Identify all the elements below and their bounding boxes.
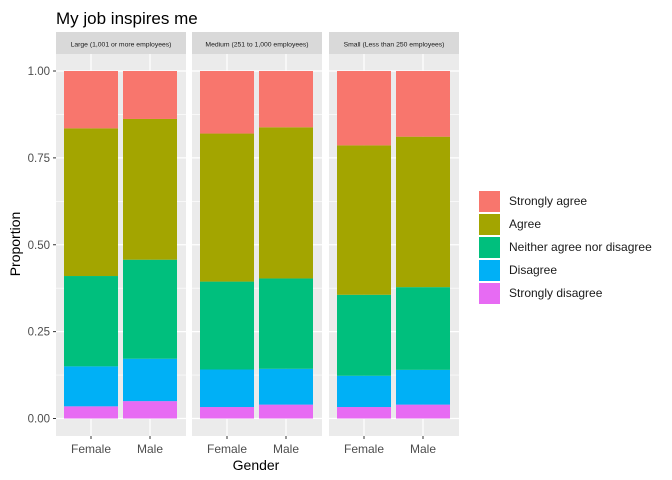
bar-segment <box>337 407 391 419</box>
bar-segment <box>396 287 450 370</box>
chart-title: My job inspires me <box>56 9 198 28</box>
legend-label: Agree <box>509 217 542 231</box>
bar-segment <box>123 358 177 402</box>
y-tick-label: 0.50 <box>28 240 50 252</box>
bar-segment <box>396 71 450 137</box>
y-tick-label: 1.00 <box>28 66 50 78</box>
bar-segment <box>200 407 254 419</box>
facet-strip <box>56 32 186 54</box>
legend-swatch <box>479 282 500 304</box>
facet-panel: Small (Less than 250 employees) Female Mal… <box>329 32 459 456</box>
bar-segment <box>337 145 391 295</box>
x-tick-label: Male <box>137 442 163 456</box>
bar-segment <box>64 128 118 277</box>
facet-panel: Large (1,001 or more employees) Female Mal… <box>56 32 186 456</box>
legend-item: Neither agree nor disagree <box>479 236 652 258</box>
bar-segment <box>123 259 177 359</box>
legend-item: Strongly agree <box>479 190 587 212</box>
bar-segment <box>337 375 391 408</box>
bar-segment <box>123 118 177 260</box>
y-axis-label: Proportion <box>7 212 23 277</box>
legend-label: Strongly disagree <box>509 286 603 300</box>
legend-item: Agree <box>479 213 541 235</box>
facet-strip <box>192 32 322 54</box>
bar-segment <box>259 368 313 405</box>
bar-segment <box>259 71 313 128</box>
legend-swatch <box>479 236 500 258</box>
bar-segment <box>64 276 118 367</box>
bar-segment <box>396 404 450 419</box>
bar-segment <box>64 406 118 419</box>
legend-label: Disagree <box>509 263 558 277</box>
legend-swatch <box>479 259 500 281</box>
facet-strip-label: Large (1,001 or more employees) <box>71 42 172 49</box>
x-tick-label: Male <box>410 442 436 456</box>
facet-panel: Medium (251 to 1,000 employees) Female Mal… <box>192 32 322 456</box>
bar-segment <box>200 369 254 408</box>
legend-label: Neither agree nor disagree <box>509 240 652 254</box>
bar-segment <box>396 369 450 405</box>
bar-segment <box>200 133 254 282</box>
facet-strip-label: Medium (251 to 1,000 employees) <box>205 42 308 49</box>
bar-segment <box>64 71 118 129</box>
bar-segment <box>123 71 177 119</box>
bar-segment <box>200 281 254 370</box>
y-axis: 0.00 0.25 0.50 0.75 1.00 <box>28 66 56 426</box>
bar-segment <box>396 136 450 288</box>
x-tick-label: Female <box>71 442 111 456</box>
x-tick-label: Female <box>207 442 247 456</box>
legend-swatch <box>479 213 500 235</box>
x-tick-label: Female <box>344 442 384 456</box>
bar-segment <box>259 278 313 369</box>
facet-strip-label: Small (Less than 250 employees) <box>344 42 445 49</box>
bar-segment <box>123 401 177 419</box>
legend-item: Strongly disagree <box>479 282 602 304</box>
legend-swatch <box>479 190 500 212</box>
y-tick-label: 0.75 <box>28 153 50 165</box>
bar-segment <box>337 294 391 376</box>
bar-segment <box>259 127 313 279</box>
bar-segment <box>200 71 254 134</box>
y-tick-label: 0.00 <box>28 414 50 426</box>
facet-strip <box>329 32 459 54</box>
x-tick-label: Male <box>273 442 299 456</box>
legend-label: Strongly agree <box>509 194 588 208</box>
bar-segment <box>64 366 118 407</box>
x-axis-label: Gender <box>233 457 280 473</box>
bar-segment <box>259 404 313 419</box>
y-tick-label: 0.25 <box>28 327 50 339</box>
legend-item: Disagree <box>479 259 557 281</box>
bar-segment <box>337 71 391 146</box>
